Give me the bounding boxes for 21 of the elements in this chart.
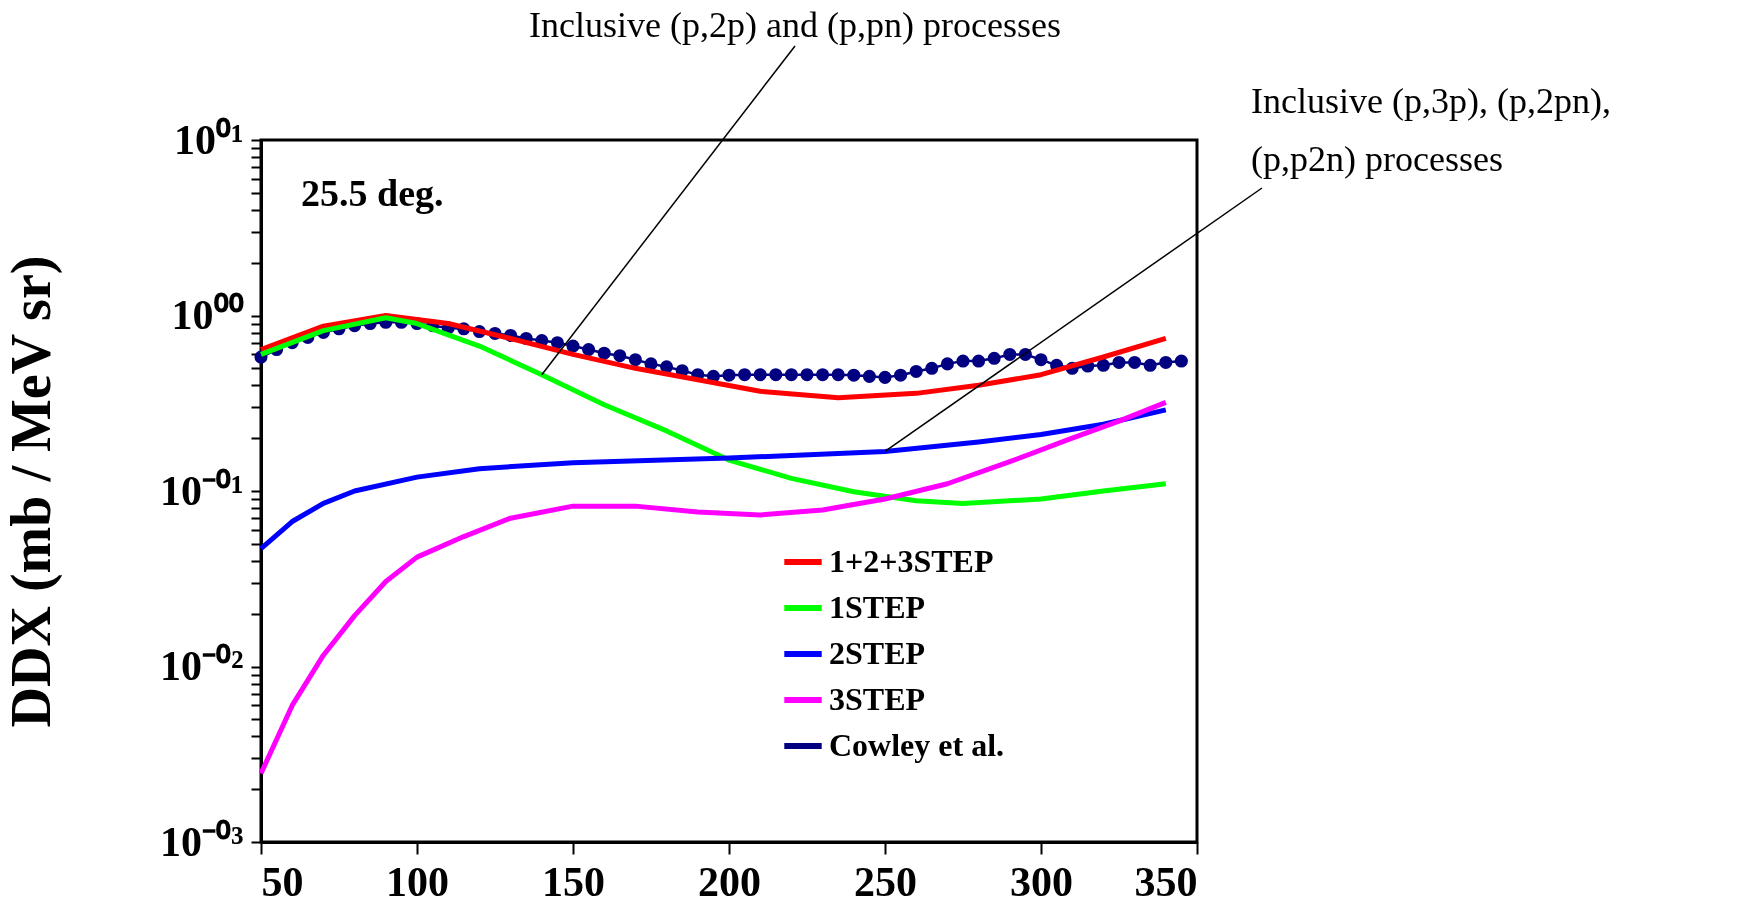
y-tick-label: 10⁰⁰ — [171, 292, 244, 338]
y-tick-label: 10⁻⁰³ — [159, 818, 244, 865]
annotation: Inclusive (p,3p), (p,2pn), (p,p2n) processes — [1251, 81, 1611, 179]
annotation: Inclusive (p,2p) and (p,pn) processes — [529, 5, 1061, 45]
annotation: 25.5 deg. — [301, 172, 444, 214]
x-tick-label: 250 — [854, 858, 917, 905]
x-tick-label: 200 — [698, 858, 761, 905]
legend-label: 2STEP — [829, 635, 926, 671]
y-tick-label: 10⁻⁰² — [159, 643, 244, 689]
x-tick-label: 350 — [1134, 858, 1198, 905]
y-axis-title: DDX (mb / MeV sr) — [0, 255, 63, 728]
legend-label: 1+2+3STEP — [829, 543, 994, 579]
legend-label: Cowley et al. — [829, 727, 1005, 763]
legend-label: 1STEP — [829, 589, 926, 625]
x-tick-label: 100 — [386, 858, 449, 905]
x-tick-label: 50 — [261, 858, 304, 905]
y-tick-label: 10⁻⁰¹ — [159, 467, 244, 514]
y-tick-label: 10⁰¹ — [173, 116, 244, 163]
x-tick-label: 150 — [542, 858, 605, 905]
legend-label: 3STEP — [829, 681, 926, 717]
x-tick-label: 300 — [1010, 858, 1073, 905]
